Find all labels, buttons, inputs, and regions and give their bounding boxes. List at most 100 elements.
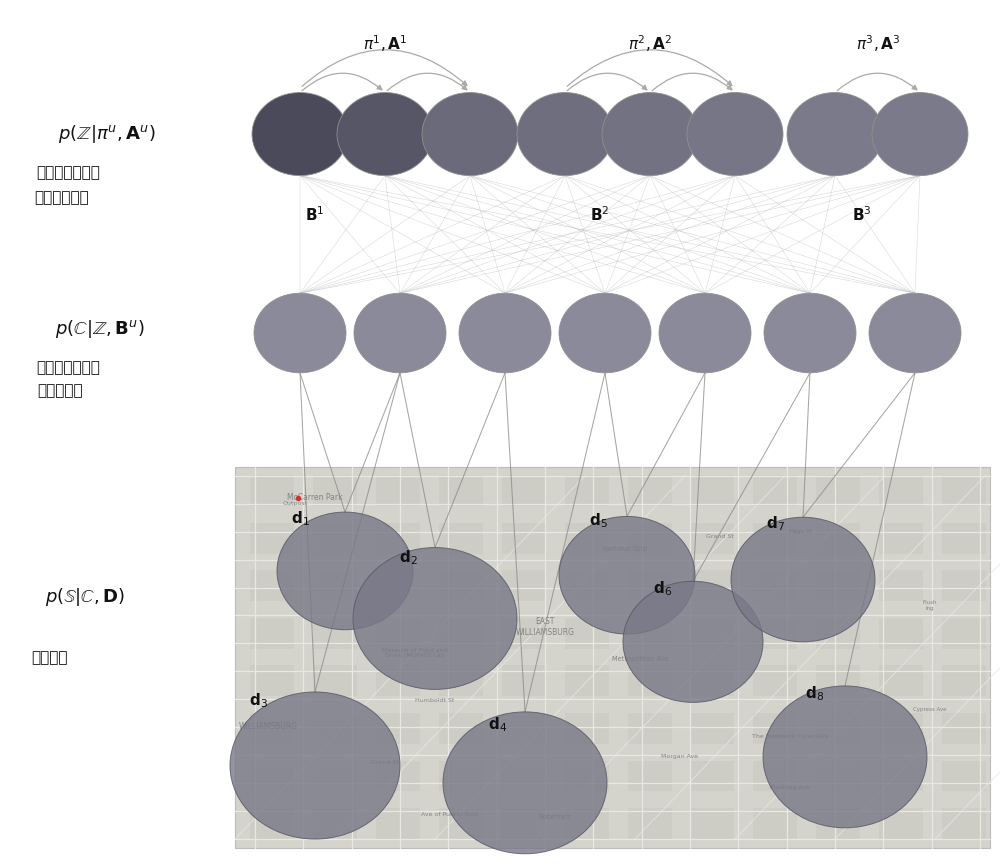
- Text: Metropolitan Ave: Metropolitan Ave: [612, 657, 668, 662]
- Bar: [250, 713, 294, 744]
- Bar: [942, 760, 986, 791]
- Bar: [376, 665, 420, 696]
- Text: National Grid: National Grid: [603, 547, 647, 552]
- Bar: [502, 713, 546, 744]
- Circle shape: [559, 516, 695, 634]
- Bar: [753, 760, 797, 791]
- Bar: [942, 618, 986, 649]
- Bar: [879, 760, 923, 791]
- Bar: [753, 522, 797, 554]
- Bar: [628, 713, 672, 744]
- Bar: [942, 475, 986, 506]
- Text: $p(\mathbb{S}|\mathbb{C}, \mathbf{D})$: $p(\mathbb{S}|\mathbb{C}, \mathbf{D})$: [45, 586, 125, 608]
- Circle shape: [422, 93, 518, 176]
- Text: Humboldt St: Humboldt St: [415, 698, 455, 703]
- Bar: [250, 475, 294, 506]
- Bar: [502, 760, 546, 791]
- Circle shape: [230, 692, 400, 839]
- Bar: [502, 475, 546, 506]
- Circle shape: [764, 293, 856, 373]
- Bar: [879, 713, 923, 744]
- Circle shape: [869, 293, 961, 373]
- Bar: [942, 522, 986, 554]
- Circle shape: [659, 293, 751, 373]
- Bar: [250, 760, 294, 791]
- Circle shape: [623, 581, 763, 702]
- Text: Grand St: Grand St: [706, 534, 734, 539]
- Bar: [628, 808, 672, 839]
- Text: Roberta's: Roberta's: [539, 815, 571, 820]
- Bar: [439, 475, 483, 506]
- Bar: [376, 522, 420, 554]
- Circle shape: [354, 293, 446, 373]
- Circle shape: [602, 93, 698, 176]
- Bar: [565, 475, 609, 506]
- Bar: [816, 713, 860, 744]
- Text: 个性化隐状态: 个性化隐状态: [35, 189, 89, 205]
- Bar: [942, 665, 986, 696]
- Bar: [376, 713, 420, 744]
- Text: Cypress Ave: Cypress Ave: [913, 707, 947, 712]
- Bar: [879, 665, 923, 696]
- Circle shape: [872, 93, 968, 176]
- Bar: [690, 475, 734, 506]
- Bar: [690, 570, 734, 601]
- Bar: [690, 618, 734, 649]
- Circle shape: [254, 293, 346, 373]
- Bar: [376, 475, 420, 506]
- Bar: [628, 618, 672, 649]
- Text: 第二隐状态层：: 第二隐状态层：: [36, 360, 100, 375]
- Text: Flushing Ave: Flushing Ave: [770, 785, 810, 790]
- Bar: [235, 467, 990, 848]
- Bar: [690, 808, 734, 839]
- Text: $\pi^1, \mathbf{A}^1$: $\pi^1, \mathbf{A}^1$: [363, 33, 407, 54]
- Text: $\mathbf{B}^1$: $\mathbf{B}^1$: [305, 205, 325, 224]
- Bar: [502, 618, 546, 649]
- Bar: [816, 475, 860, 506]
- Bar: [942, 808, 986, 839]
- Bar: [565, 808, 609, 839]
- Bar: [313, 522, 357, 554]
- Bar: [816, 760, 860, 791]
- Bar: [816, 618, 860, 649]
- Circle shape: [687, 93, 783, 176]
- Text: $\pi^3, \mathbf{A}^3$: $\pi^3, \mathbf{A}^3$: [856, 33, 900, 54]
- Text: d$_3$: d$_3$: [249, 691, 267, 710]
- Text: d$_4$: d$_4$: [488, 715, 508, 734]
- Text: d$_5$: d$_5$: [589, 511, 607, 530]
- Bar: [313, 618, 357, 649]
- Bar: [690, 713, 734, 744]
- Bar: [502, 570, 546, 601]
- Text: Morgan Ave: Morgan Ave: [661, 754, 699, 759]
- Bar: [816, 570, 860, 601]
- Bar: [628, 570, 672, 601]
- Circle shape: [559, 293, 651, 373]
- Bar: [753, 713, 797, 744]
- Bar: [439, 570, 483, 601]
- Bar: [376, 618, 420, 649]
- Bar: [439, 760, 483, 791]
- Text: EAST
WILLIAMSBURG: EAST WILLIAMSBURG: [516, 618, 574, 637]
- Text: d$_1$: d$_1$: [291, 509, 309, 529]
- Bar: [250, 570, 294, 601]
- Bar: [690, 760, 734, 791]
- Bar: [502, 522, 546, 554]
- Text: McCarren Park: McCarren Park: [287, 493, 343, 502]
- Text: d$_6$: d$_6$: [653, 579, 673, 598]
- Text: $p(\mathbb{C}|\mathbb{Z}, \mathbf{B}^u)$: $p(\mathbb{C}|\mathbb{Z}, \mathbf{B}^u)$: [55, 317, 145, 340]
- Bar: [439, 808, 483, 839]
- Bar: [565, 760, 609, 791]
- Bar: [439, 522, 483, 554]
- Bar: [313, 760, 357, 791]
- Circle shape: [353, 548, 517, 689]
- Text: $p(\mathbb{Z}|\pi^u, \mathbf{A}^u)$: $p(\mathbb{Z}|\pi^u, \mathbf{A}^u)$: [58, 123, 156, 145]
- Bar: [816, 665, 860, 696]
- Text: Outpost: Outpost: [282, 501, 308, 506]
- Bar: [313, 808, 357, 839]
- Bar: [879, 570, 923, 601]
- Text: Page Pl: Page Pl: [789, 529, 811, 535]
- Text: 观察空间: 观察空间: [32, 650, 68, 665]
- Bar: [816, 522, 860, 554]
- Bar: [816, 808, 860, 839]
- Text: Ave of Puerto Rico: Ave of Puerto Rico: [421, 812, 479, 817]
